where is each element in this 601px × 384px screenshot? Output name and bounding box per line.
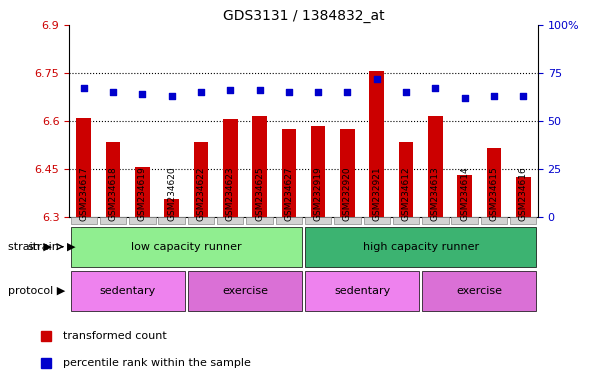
- Bar: [398, 142, 413, 217]
- Bar: [516, 177, 531, 217]
- Bar: [457, 175, 472, 217]
- FancyBboxPatch shape: [276, 217, 302, 225]
- Bar: [223, 119, 237, 217]
- FancyBboxPatch shape: [305, 227, 537, 266]
- Point: [196, 89, 206, 95]
- Text: GSM234627: GSM234627: [284, 166, 293, 221]
- FancyBboxPatch shape: [334, 217, 361, 225]
- Point: [430, 85, 440, 91]
- Point: [489, 93, 499, 99]
- Text: GSM234614: GSM234614: [460, 166, 469, 221]
- Text: exercise: exercise: [222, 286, 268, 296]
- FancyBboxPatch shape: [305, 217, 331, 225]
- Text: GSM234619: GSM234619: [138, 166, 147, 221]
- Bar: [135, 167, 150, 217]
- Bar: [487, 148, 501, 217]
- Text: GSM234616: GSM234616: [519, 166, 528, 221]
- Bar: [340, 129, 355, 217]
- FancyBboxPatch shape: [70, 217, 97, 225]
- Bar: [370, 71, 384, 217]
- Point: [167, 93, 177, 99]
- Point: [255, 87, 264, 93]
- Text: GSM234612: GSM234612: [401, 166, 410, 221]
- FancyBboxPatch shape: [129, 217, 156, 225]
- Text: low capacity runner: low capacity runner: [131, 242, 242, 252]
- Bar: [281, 129, 296, 217]
- FancyBboxPatch shape: [188, 271, 302, 311]
- FancyBboxPatch shape: [70, 227, 302, 266]
- Point: [284, 89, 294, 95]
- Point: [460, 95, 469, 101]
- Point: [138, 91, 147, 97]
- FancyBboxPatch shape: [481, 217, 507, 225]
- Text: ▶: ▶: [67, 242, 75, 252]
- Text: GSM232919: GSM232919: [314, 166, 323, 221]
- Point: [401, 89, 411, 95]
- Text: GSM234625: GSM234625: [255, 166, 264, 221]
- Point: [313, 89, 323, 95]
- FancyBboxPatch shape: [305, 271, 419, 311]
- Point: [79, 85, 88, 91]
- FancyBboxPatch shape: [159, 217, 185, 225]
- FancyBboxPatch shape: [246, 217, 273, 225]
- Text: GSM234615: GSM234615: [489, 166, 498, 221]
- Text: sedentary: sedentary: [334, 286, 390, 296]
- Text: sedentary: sedentary: [100, 286, 156, 296]
- FancyBboxPatch shape: [70, 271, 185, 311]
- FancyBboxPatch shape: [393, 217, 419, 225]
- FancyBboxPatch shape: [451, 217, 478, 225]
- Text: GSM234613: GSM234613: [431, 166, 440, 221]
- Point: [343, 89, 352, 95]
- Bar: [428, 116, 443, 217]
- Text: strain: strain: [28, 242, 59, 252]
- Bar: [311, 126, 326, 217]
- Text: GSM234623: GSM234623: [226, 166, 235, 221]
- Text: strain ▶: strain ▶: [8, 242, 52, 252]
- Bar: [76, 118, 91, 217]
- Text: GSM232920: GSM232920: [343, 166, 352, 221]
- Bar: [164, 199, 179, 217]
- FancyBboxPatch shape: [364, 217, 390, 225]
- Title: GDS3131 / 1384832_at: GDS3131 / 1384832_at: [223, 8, 384, 23]
- Text: GSM234617: GSM234617: [79, 166, 88, 221]
- Text: exercise: exercise: [456, 286, 502, 296]
- Text: protocol ▶: protocol ▶: [8, 286, 66, 296]
- Bar: [106, 142, 120, 217]
- Text: percentile rank within the sample: percentile rank within the sample: [63, 358, 251, 368]
- Text: GSM234620: GSM234620: [167, 166, 176, 221]
- Text: high capacity runner: high capacity runner: [362, 242, 479, 252]
- Text: GSM234622: GSM234622: [197, 166, 206, 221]
- Point: [225, 87, 235, 93]
- Text: GSM232921: GSM232921: [372, 166, 381, 221]
- FancyBboxPatch shape: [188, 217, 214, 225]
- FancyBboxPatch shape: [510, 217, 537, 225]
- FancyBboxPatch shape: [100, 217, 126, 225]
- Point: [372, 76, 382, 82]
- FancyBboxPatch shape: [422, 217, 448, 225]
- FancyBboxPatch shape: [217, 217, 243, 225]
- Bar: [252, 116, 267, 217]
- FancyBboxPatch shape: [422, 271, 537, 311]
- Point: [108, 89, 118, 95]
- Bar: [194, 142, 209, 217]
- Text: GSM234618: GSM234618: [109, 166, 118, 221]
- Point: [519, 93, 528, 99]
- Text: transformed count: transformed count: [63, 331, 166, 341]
